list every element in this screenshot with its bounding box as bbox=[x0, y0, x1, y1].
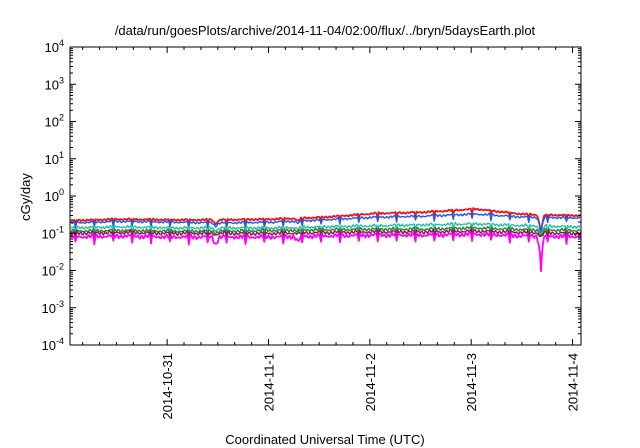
series-line-5 bbox=[70, 228, 582, 242]
y-tick-exponent: -4 bbox=[56, 336, 64, 346]
y-tick-exponent: -1 bbox=[56, 224, 64, 234]
y-tick-base: 10 bbox=[42, 301, 56, 316]
y-tick-base: 10 bbox=[45, 189, 59, 204]
y-tick-base: 10 bbox=[45, 77, 59, 92]
y-tick-label: 100 bbox=[45, 187, 64, 204]
y-tick-exponent: 3 bbox=[59, 75, 64, 85]
y-tick-label: 104 bbox=[45, 38, 64, 55]
y-tick-base: 10 bbox=[45, 152, 59, 167]
y-tick-label: 102 bbox=[45, 113, 64, 130]
y-tick-label: 103 bbox=[45, 75, 64, 92]
y-tick-exponent: -2 bbox=[56, 262, 64, 272]
y-tick-label: 10-4 bbox=[42, 336, 64, 353]
x-tick-label: 2014-11-3 bbox=[464, 353, 479, 411]
y-tick-label: 10-1 bbox=[42, 224, 64, 241]
y-tick-label: 10-3 bbox=[42, 299, 64, 316]
y-tick-base: 10 bbox=[42, 338, 56, 353]
x-axis: 2014-10-31 2014-11-1 2014-11-2 2014-11-3 201… bbox=[82, 47, 581, 420]
plot-area bbox=[69, 46, 582, 346]
y-tick-exponent: -3 bbox=[56, 299, 64, 309]
y-tick-exponent: 4 bbox=[59, 38, 64, 48]
x-tick-label: 2014-11-2 bbox=[363, 353, 378, 411]
chart-title: /data/run/goesPlots/archive/2014-11-04/0… bbox=[115, 23, 536, 38]
y-tick-label: 10-2 bbox=[42, 262, 64, 279]
series-line-3 bbox=[70, 222, 582, 237]
x-axis-label: Coordinated Universal Time (UTC) bbox=[225, 432, 424, 447]
y-tick-exponent: 2 bbox=[59, 113, 64, 123]
y-tick-base: 10 bbox=[42, 226, 56, 241]
y-tick-exponent: 1 bbox=[59, 150, 64, 160]
y-tick-base: 10 bbox=[45, 115, 59, 130]
series-layer bbox=[69, 207, 582, 273]
plot-frame bbox=[69, 46, 582, 346]
series-line-2 bbox=[69, 212, 582, 233]
y-tick-label: 101 bbox=[45, 150, 64, 167]
x-tick-label: 2014-11-4 bbox=[566, 353, 581, 411]
y-tick-base: 10 bbox=[45, 40, 59, 55]
series-line-4 bbox=[69, 225, 582, 239]
x-tick-label: 2014-10-31 bbox=[160, 353, 175, 420]
series-line-6 bbox=[69, 231, 582, 273]
y-axis-label: cGy/day bbox=[18, 173, 33, 221]
y-tick-exponent: 0 bbox=[59, 187, 64, 197]
y-tick-base: 10 bbox=[42, 264, 56, 279]
series-line-1 bbox=[69, 207, 582, 235]
x-tick-label: 2014-11-1 bbox=[261, 353, 276, 411]
